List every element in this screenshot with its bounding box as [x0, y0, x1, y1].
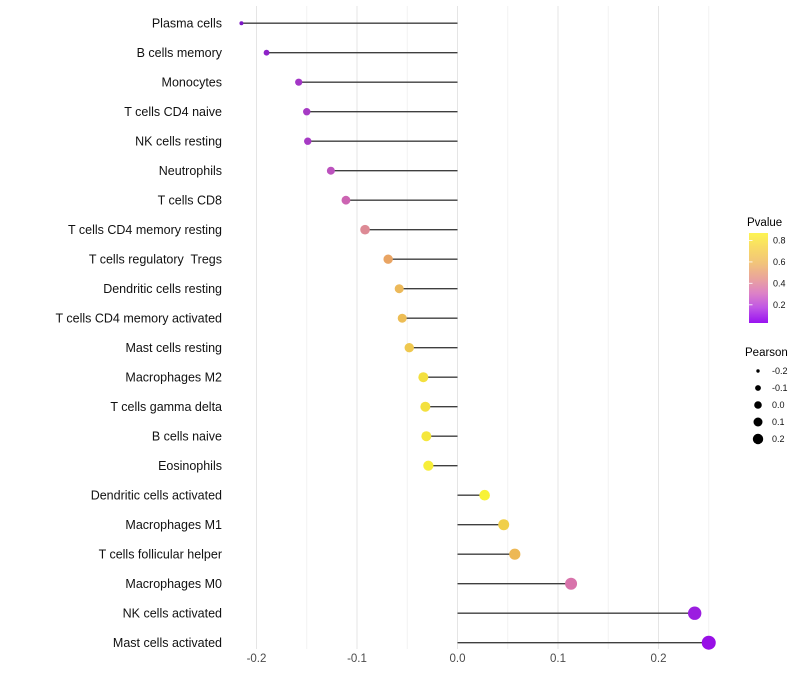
y-axis-label: B cells memory	[137, 46, 223, 60]
pearson-legend-label: 0.0	[772, 400, 785, 410]
pearson-legend-label: 0.2	[772, 434, 785, 444]
lollipop-dot	[304, 137, 312, 145]
y-axis-label: Mast cells activated	[113, 636, 222, 650]
lollipop-dot	[498, 519, 510, 531]
y-axis-label: Neutrophils	[159, 164, 222, 178]
pvalue-tick-label: 0.6	[773, 257, 786, 267]
lollipop-dot	[295, 78, 303, 86]
lollipop-dot	[303, 108, 311, 116]
y-axis-label: T cells follicular helper	[99, 548, 222, 562]
pearson-legend-dot	[754, 401, 762, 409]
lollipop-dot	[418, 372, 429, 383]
pvalue-tick-label: 0.8	[773, 236, 786, 246]
y-axis-label: NK cells activated	[123, 607, 222, 621]
lollipop-dot	[397, 313, 407, 323]
pvalue-colorbar	[749, 233, 768, 323]
x-axis-tick-label: 0.1	[550, 653, 566, 665]
y-axis-label: Plasma cells	[152, 17, 222, 31]
lollipop-dot	[420, 401, 431, 412]
pearson-legend-label: 0.1	[772, 417, 785, 427]
y-axis-label: Macrophages M1	[125, 518, 222, 532]
lollipop-dot	[565, 577, 578, 590]
lollipop-dot	[479, 489, 490, 501]
lollipop-dot	[687, 606, 702, 620]
pearson-legend-title: Pearson	[745, 347, 788, 359]
pearson-legend-dot	[755, 385, 761, 391]
lollipop-dot	[423, 460, 434, 471]
lollipop-dot	[701, 635, 716, 650]
x-axis-tick-label: -0.1	[347, 653, 367, 665]
lollipop-dot	[509, 548, 521, 560]
y-axis-label: NK cells resting	[135, 135, 222, 149]
pearson-legend-dot	[752, 433, 764, 445]
y-axis-label: T cells CD4 naive	[124, 105, 222, 119]
pvalue-tick-label: 0.4	[773, 278, 786, 288]
lollipop-dot	[239, 21, 244, 26]
lollipop-dot	[326, 166, 335, 175]
y-axis-label: Monocytes	[162, 76, 222, 90]
y-axis-label: Mast cells resting	[125, 341, 222, 355]
lollipop-dot	[360, 224, 370, 235]
y-axis-label: T cells gamma delta	[110, 400, 222, 414]
y-axis-label: T cells CD4 memory resting	[68, 223, 222, 237]
y-axis-label: Macrophages M2	[125, 371, 222, 385]
x-axis-tick-label: 0.0	[450, 653, 466, 665]
lollipop-dot	[263, 49, 270, 56]
lollipop-dot	[394, 284, 404, 294]
y-axis-label: Dendritic cells activated	[91, 489, 222, 503]
lollipop-dot	[404, 343, 414, 353]
y-axis-label: Eosinophils	[158, 459, 222, 473]
y-axis-label: T cells CD8	[158, 194, 222, 208]
pearson-legend-dot	[753, 417, 763, 427]
y-axis-label: Dendritic cells resting	[103, 282, 222, 296]
lollipop-dot	[421, 431, 432, 442]
x-axis-tick-label: 0.2	[651, 653, 667, 665]
y-axis-label: B cells naive	[152, 430, 222, 444]
y-axis-label: Macrophages M0	[125, 577, 222, 591]
pearson-legend-dot	[756, 369, 760, 373]
y-axis-label: T cells CD4 memory activated	[56, 312, 223, 326]
x-axis-tick-label: -0.2	[247, 653, 267, 665]
lollipop-dot	[341, 195, 351, 205]
lollipop-dot	[383, 254, 393, 264]
pearson-legend-label: -0.2	[772, 366, 788, 376]
pvalue-legend-title: Pvalue	[747, 217, 782, 229]
y-axis-label: T cells regulatory Tregs	[89, 253, 222, 267]
pvalue-tick-label: 0.2	[773, 300, 786, 310]
pearson-legend-label: -0.1	[772, 383, 788, 393]
